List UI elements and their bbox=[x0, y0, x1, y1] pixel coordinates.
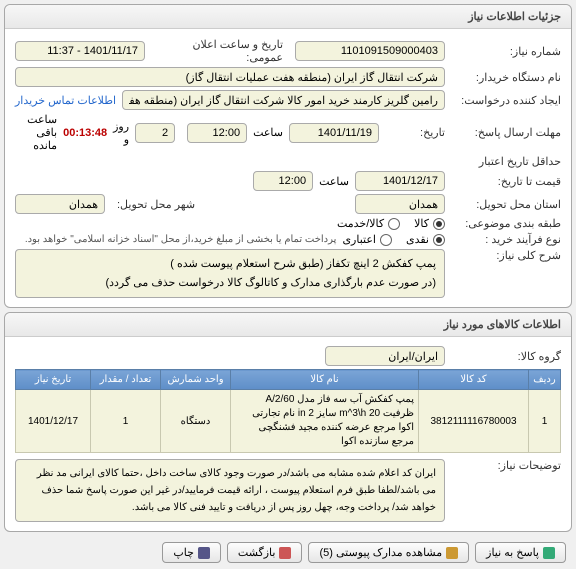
radio-cash[interactable] bbox=[433, 234, 445, 246]
footer-buttons: پاسخ به نیاز مشاهده مدارک پیوستی (5) باز… bbox=[0, 536, 576, 569]
announce-input[interactable] bbox=[15, 41, 145, 61]
radio-goods-item[interactable]: کالا bbox=[414, 217, 445, 230]
items-table: ردیف کد کالا نام کالا واحد شمارش تعداد /… bbox=[15, 369, 561, 453]
table-header-row: ردیف کد کالا نام کالا واحد شمارش تعداد /… bbox=[16, 370, 561, 390]
need-no-label: شماره نیاز: bbox=[451, 45, 561, 58]
radio-credit-item[interactable]: اعتباری bbox=[342, 233, 392, 246]
purchase-type-label: نوع فرآیند خرید : bbox=[451, 233, 561, 246]
announce-label: تاریخ و ساعت اعلان عمومی: bbox=[157, 38, 283, 64]
desc-line2: (در صورت عدم بارگذاری مدارک و کاتالوگ کا… bbox=[24, 274, 436, 293]
requester-label: ایجاد کننده درخواست: bbox=[451, 94, 561, 107]
notes-box: ایران کد اعلام شده مشابه می باشد/در صورت… bbox=[15, 459, 445, 522]
radio-goods-label: کالا bbox=[414, 217, 429, 230]
attachments-button[interactable]: مشاهده مدارک پیوستی (5) bbox=[308, 542, 469, 563]
desc-line1: پمپ کفکش 2 اینچ تکفاز (طبق شرح استعلام پ… bbox=[24, 255, 436, 274]
th-idx: ردیف bbox=[529, 370, 561, 390]
group-input[interactable] bbox=[325, 346, 445, 366]
day-and-label: روز و bbox=[113, 120, 129, 146]
attachments-button-label: مشاهده مدارک پیوستی (5) bbox=[319, 546, 442, 559]
countdown-timer: 00:13:48 bbox=[63, 127, 107, 139]
details-panel-header: جزئیات اطلاعات نیاز bbox=[5, 5, 571, 29]
radio-cash-item[interactable]: نقدی bbox=[406, 233, 445, 246]
group-label: گروه کالا: bbox=[451, 350, 561, 363]
remain-days-input[interactable] bbox=[135, 123, 175, 143]
th-qty: تعداد / مقدار bbox=[91, 370, 161, 390]
back-icon bbox=[279, 547, 291, 559]
print-icon bbox=[198, 547, 210, 559]
need-no-input[interactable] bbox=[295, 41, 445, 61]
buyer-input[interactable] bbox=[15, 67, 445, 87]
price-sub-label: قیمت تا تاریخ: bbox=[451, 175, 561, 188]
credit-time-input[interactable] bbox=[253, 171, 313, 191]
reply-button[interactable]: پاسخ به نیاز bbox=[475, 542, 566, 563]
category-label: طبقه بندی موضوعی: bbox=[451, 217, 561, 230]
items-panel: اطلاعات کالاهای مورد نیاز گروه کالا: ردی… bbox=[4, 312, 572, 532]
province-input[interactable] bbox=[355, 194, 445, 214]
reply-icon bbox=[543, 547, 555, 559]
credit-date-input[interactable] bbox=[355, 171, 445, 191]
deadline-date-input[interactable] bbox=[289, 123, 379, 143]
th-unit: واحد شمارش bbox=[161, 370, 231, 390]
radio-service-label: کالا/خدمت bbox=[337, 217, 384, 230]
requester-input[interactable] bbox=[122, 90, 445, 110]
th-date: تاریخ نیاز bbox=[16, 370, 91, 390]
attach-icon bbox=[446, 547, 458, 559]
credit-label: حداقل تاریخ اعتبار bbox=[451, 155, 561, 168]
deadline-sub: تاریخ: bbox=[385, 126, 445, 139]
cell-name: پمپ کفکش آب سه فاز مدل A/2/60 ظرفیت m^3\… bbox=[231, 390, 419, 453]
radio-credit[interactable] bbox=[380, 234, 392, 246]
radio-service[interactable] bbox=[388, 218, 400, 230]
city-input[interactable] bbox=[15, 194, 105, 214]
cell-idx: 1 bbox=[529, 390, 561, 453]
city-label: شهر محل تحویل: bbox=[117, 198, 195, 211]
time-label-2: ساعت bbox=[319, 175, 349, 188]
print-button-label: چاپ bbox=[173, 546, 194, 559]
cell-unit: دستگاه bbox=[161, 390, 231, 453]
cell-qty: 1 bbox=[91, 390, 161, 453]
items-panel-header: اطلاعات کالاهای مورد نیاز bbox=[5, 313, 571, 337]
print-button[interactable]: چاپ bbox=[162, 542, 221, 563]
th-code: کد کالا bbox=[419, 370, 529, 390]
radio-credit-label: اعتباری bbox=[342, 233, 376, 246]
radio-goods[interactable] bbox=[433, 218, 445, 230]
radio-service-item[interactable]: کالا/خدمت bbox=[337, 217, 400, 230]
details-panel-body: شماره نیاز: تاریخ و ساعت اعلان عمومی: نا… bbox=[5, 29, 571, 307]
remain-label: ساعت باقی مانده bbox=[15, 113, 57, 152]
credit-note: پرداخت تمام یا بخشی از مبلغ خرید،از محل … bbox=[25, 234, 337, 245]
th-name: نام کالا bbox=[231, 370, 419, 390]
purchase-radio-group: نقدی اعتباری bbox=[342, 233, 445, 246]
back-button-label: بازگشت bbox=[238, 546, 276, 559]
details-panel: جزئیات اطلاعات نیاز شماره نیاز: تاریخ و … bbox=[4, 4, 572, 308]
back-button[interactable]: بازگشت bbox=[227, 542, 303, 563]
cell-date: 1401/12/17 bbox=[16, 390, 91, 453]
province-label: استان محل تحویل: bbox=[451, 198, 561, 211]
radio-cash-label: نقدی bbox=[406, 233, 429, 246]
table-row[interactable]: 1 3812111116780003 پمپ کفکش آب سه فاز مد… bbox=[16, 390, 561, 453]
buyer-label: نام دستگاه خریدار: bbox=[451, 71, 561, 84]
notes-label: توضیحات نیاز: bbox=[451, 459, 561, 472]
time-label-1: ساعت bbox=[253, 126, 283, 139]
reply-button-label: پاسخ به نیاز bbox=[486, 546, 539, 559]
deadline-time-input[interactable] bbox=[187, 123, 247, 143]
deadline-label: مهلت ارسال پاسخ: bbox=[451, 126, 561, 139]
desc-label: شرح کلی نیاز: bbox=[451, 249, 561, 262]
category-radio-group: کالا کالا/خدمت bbox=[337, 217, 445, 230]
contact-link[interactable]: اطلاعات تماس خریدار bbox=[15, 94, 116, 107]
cell-code: 3812111116780003 bbox=[419, 390, 529, 453]
desc-box: پمپ کفکش 2 اینچ تکفاز (طبق شرح استعلام پ… bbox=[15, 249, 445, 298]
items-panel-body: گروه کالا: ردیف کد کالا نام کالا واحد شم… bbox=[5, 337, 571, 531]
